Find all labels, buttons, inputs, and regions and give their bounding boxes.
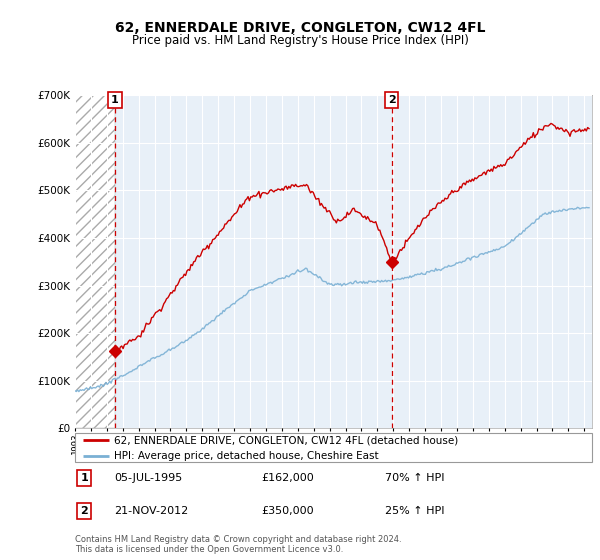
Text: 62, ENNERDALE DRIVE, CONGLETON, CW12 4FL: 62, ENNERDALE DRIVE, CONGLETON, CW12 4FL (115, 21, 485, 35)
Text: Contains HM Land Registry data © Crown copyright and database right 2024.
This d: Contains HM Land Registry data © Crown c… (75, 535, 401, 554)
Text: £162,000: £162,000 (261, 473, 314, 483)
Text: 1: 1 (111, 95, 119, 105)
Text: 25% ↑ HPI: 25% ↑ HPI (385, 506, 445, 516)
Text: 62, ENNERDALE DRIVE, CONGLETON, CW12 4FL (detached house): 62, ENNERDALE DRIVE, CONGLETON, CW12 4FL… (114, 435, 458, 445)
Text: 1: 1 (80, 473, 88, 483)
Text: 21-NOV-2012: 21-NOV-2012 (114, 506, 188, 516)
Text: 70% ↑ HPI: 70% ↑ HPI (385, 473, 445, 483)
Text: 05-JUL-1995: 05-JUL-1995 (114, 473, 182, 483)
Text: Price paid vs. HM Land Registry's House Price Index (HPI): Price paid vs. HM Land Registry's House … (131, 34, 469, 47)
Text: 2: 2 (388, 95, 395, 105)
Bar (75, 95, 115, 428)
Text: £350,000: £350,000 (261, 506, 314, 516)
FancyBboxPatch shape (75, 433, 592, 462)
Text: 2: 2 (80, 506, 88, 516)
Text: HPI: Average price, detached house, Cheshire East: HPI: Average price, detached house, Ches… (114, 451, 379, 460)
